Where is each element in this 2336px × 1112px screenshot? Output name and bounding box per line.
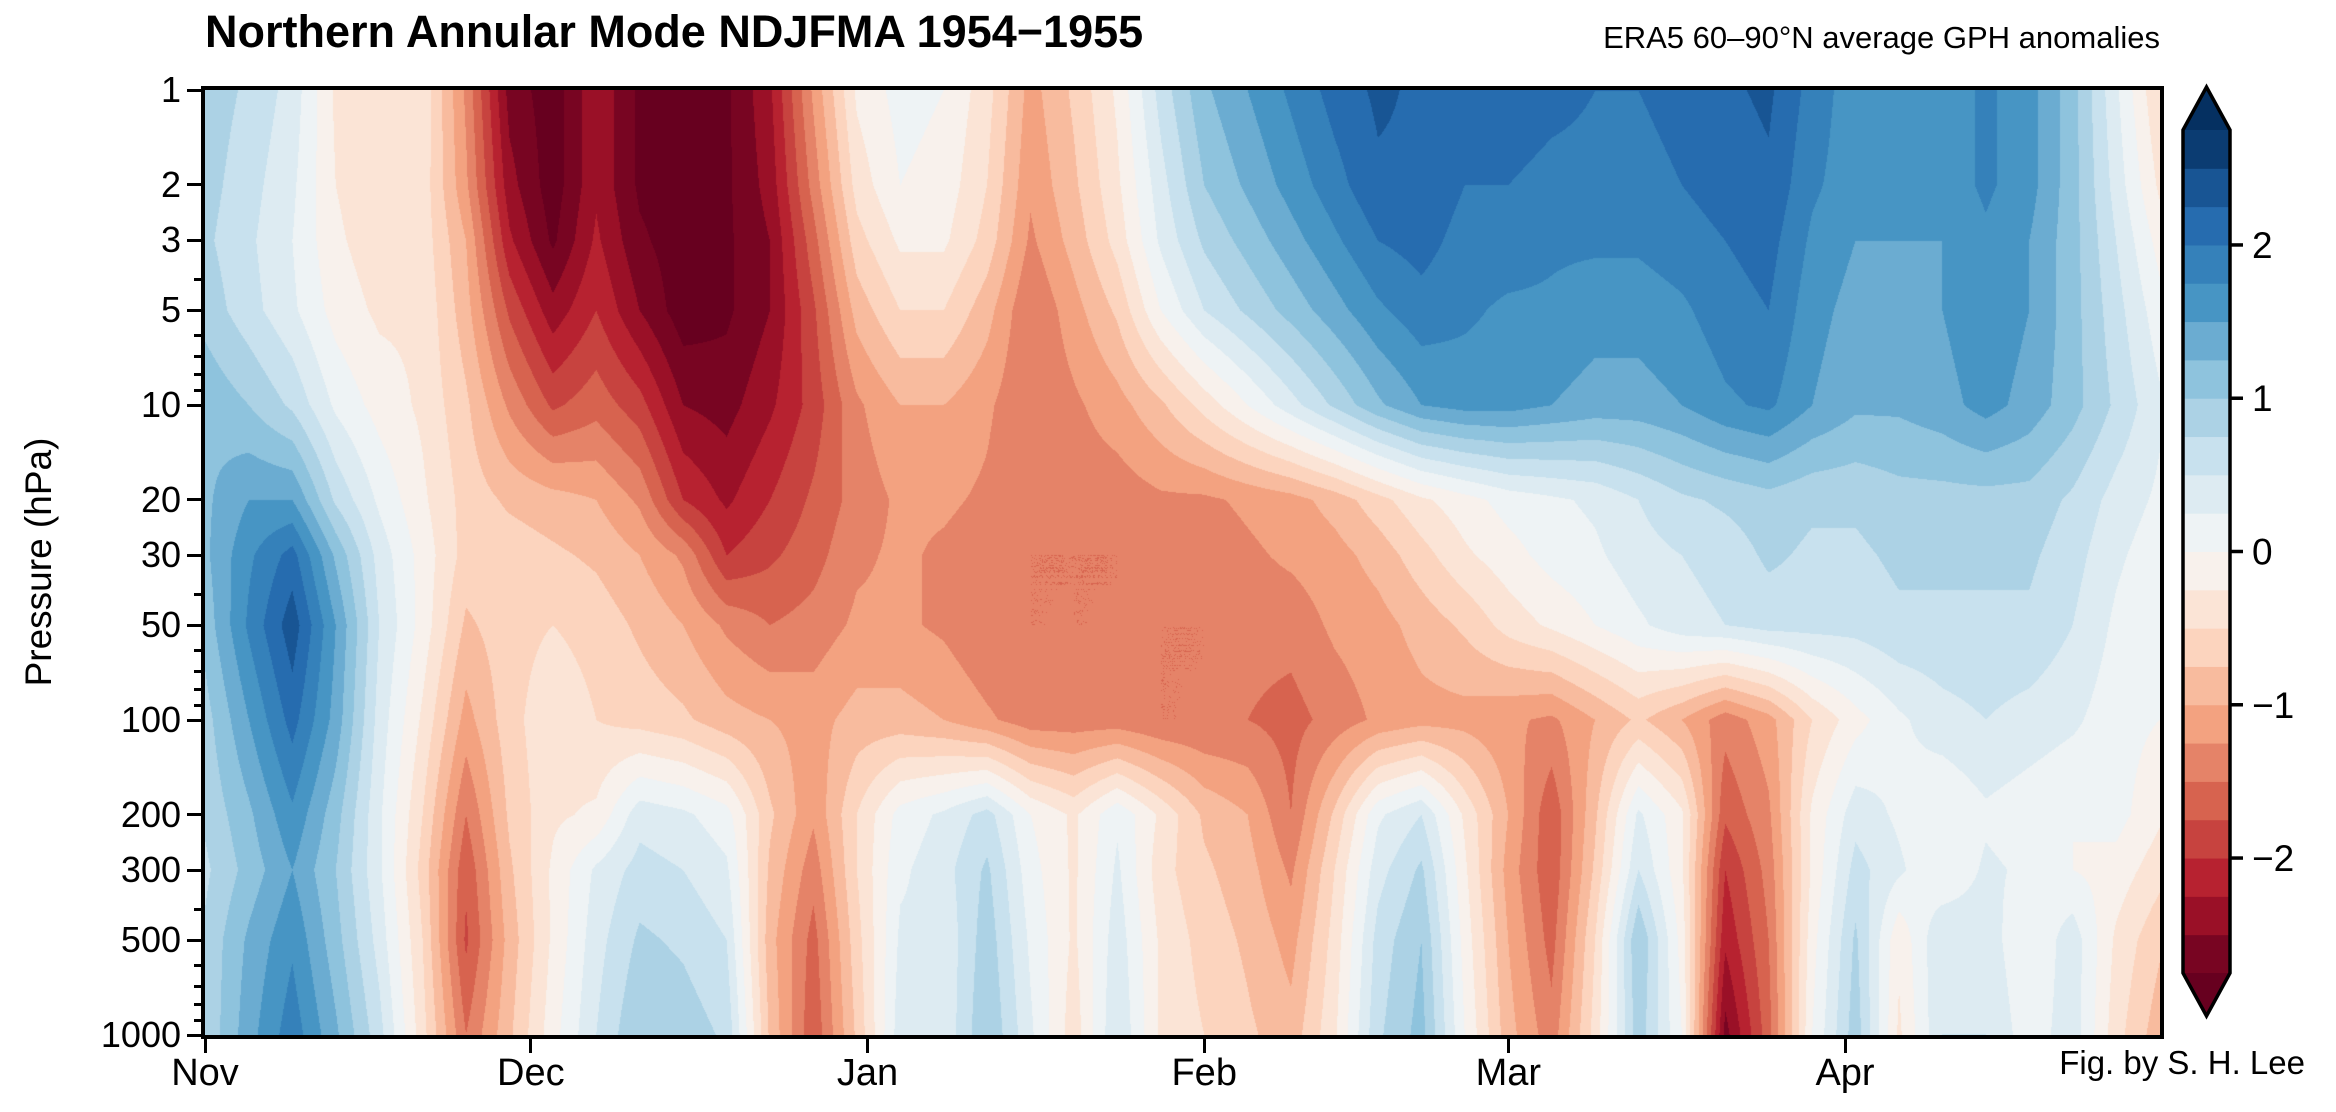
- y-tick-100: [187, 718, 201, 722]
- y-tick-3: [187, 238, 201, 242]
- y-tick-label-20: 20: [140, 478, 181, 520]
- colorbar-band: [2183, 282, 2230, 323]
- x-tick-Jan: [866, 1039, 870, 1053]
- y-minor-tick-4: [194, 278, 201, 282]
- colorbar-band: [2183, 780, 2230, 821]
- y-tick-300: [187, 868, 201, 872]
- x-tick-label-Feb: Feb: [1171, 1052, 1237, 1094]
- y-tick-30: [187, 553, 201, 557]
- colorbar-band: [2183, 129, 2230, 169]
- y-tick-1000: [187, 1033, 201, 1037]
- y-tick-label-300: 300: [120, 849, 181, 891]
- y-tick-label-100: 100: [120, 699, 181, 740]
- colorbar-tick-label--1: −1: [2252, 685, 2294, 726]
- colorbar-band: [2183, 934, 2230, 974]
- contour-plot: [205, 90, 2160, 1035]
- colorbar-over-arrow: [2183, 87, 2230, 130]
- colorbar-under-arrow: [2183, 973, 2230, 1016]
- y-tick-label-1000: 1000: [100, 1014, 181, 1055]
- y-tick-label-50: 50: [140, 604, 181, 646]
- y-minor-tick-90: [194, 704, 201, 708]
- y-minor-tick-70: [194, 669, 201, 673]
- colorbar-tick-label--2: −2: [2252, 838, 2294, 879]
- y-tick-label-500: 500: [120, 919, 181, 961]
- colorbar-tick-label-0: 0: [2252, 532, 2273, 573]
- colorbar-band: [2183, 895, 2230, 936]
- y-tick-200: [187, 813, 201, 817]
- colorbar-band: [2183, 512, 2230, 552]
- colorbar-band: [2183, 551, 2230, 591]
- y-minor-tick-7: [194, 354, 201, 358]
- colorbar-band: [2183, 321, 2230, 361]
- y-minor-tick-40: [194, 593, 201, 597]
- x-tick-Apr: [1843, 1039, 1847, 1053]
- colorbar-band: [2183, 704, 2230, 744]
- chart-subtitle: ERA5 60–90°N average GPH anomalies: [1603, 20, 2160, 55]
- x-tick-Dec: [529, 1039, 533, 1053]
- x-tick-Nov: [203, 1039, 207, 1053]
- y-minor-tick-700: [194, 984, 201, 988]
- colorbar-band: [2183, 474, 2230, 514]
- x-tick-Mar: [1506, 1039, 1510, 1053]
- colorbar-band: [2183, 167, 2230, 208]
- y-tick-label-2: 2: [160, 163, 181, 205]
- figure-credit: Fig. by S. H. Lee: [2059, 1044, 2305, 1081]
- y-minor-tick-900: [194, 1019, 201, 1023]
- y-minor-tick-400: [194, 908, 201, 912]
- y-tick-label-1: 1: [160, 69, 181, 110]
- y-tick-label-30: 30: [140, 534, 181, 576]
- x-tick-label-Mar: Mar: [1475, 1052, 1542, 1094]
- colorbar-band: [2183, 359, 2230, 399]
- y-minor-tick-8: [194, 372, 201, 376]
- y-minor-tick-600: [194, 963, 201, 967]
- x-tick-label-Dec: Dec: [497, 1052, 565, 1094]
- colorbar-band: [2183, 589, 2230, 629]
- y-tick-2: [187, 183, 201, 187]
- y-tick-label-5: 5: [160, 289, 181, 331]
- colorbar-band: [2183, 627, 2230, 667]
- y-minor-tick-9: [194, 389, 201, 393]
- x-tick-label-Jan: Jan: [836, 1052, 899, 1094]
- colorbar: 2 1 0 −1 −2: [2181, 83, 2294, 1020]
- y-minor-tick-6: [194, 333, 201, 337]
- colorbar-tick-label-1: 1: [2252, 378, 2273, 419]
- colorbar-outline: [2181, 83, 2232, 1020]
- x-tick-label-Apr: Apr: [1815, 1052, 1875, 1094]
- x-tick-Feb: [1202, 1039, 1206, 1053]
- colorbar-band: [2183, 397, 2230, 438]
- colorbar-band: [2183, 819, 2230, 859]
- y-minor-tick-80: [194, 687, 201, 691]
- y-tick-50: [187, 623, 201, 627]
- x-tick-label-Nov: Nov: [171, 1052, 239, 1094]
- y-tick-5: [187, 308, 201, 312]
- colorbar-band: [2183, 742, 2230, 782]
- y-tick-label-3: 3: [160, 219, 181, 261]
- y-minor-tick-60: [194, 648, 201, 652]
- y-tick-500: [187, 938, 201, 942]
- y-tick-10: [187, 403, 201, 407]
- colorbar-band: [2183, 436, 2230, 476]
- y-tick-label-10: 10: [140, 384, 181, 425]
- y-minor-tick-800: [194, 1002, 201, 1006]
- colorbar-band: [2183, 244, 2230, 284]
- colorbar-band: [2183, 857, 2230, 897]
- colorbar-band: [2183, 665, 2230, 706]
- colorbar-band: [2183, 206, 2230, 246]
- y-tick-label-200: 200: [120, 793, 181, 835]
- y-tick-1: [187, 88, 201, 92]
- chart-title: Northern Annular Mode NDJFMA 1954−1955: [205, 6, 1144, 57]
- colorbar-tick-label-2: 2: [2252, 225, 2273, 266]
- y-tick-20: [187, 498, 201, 502]
